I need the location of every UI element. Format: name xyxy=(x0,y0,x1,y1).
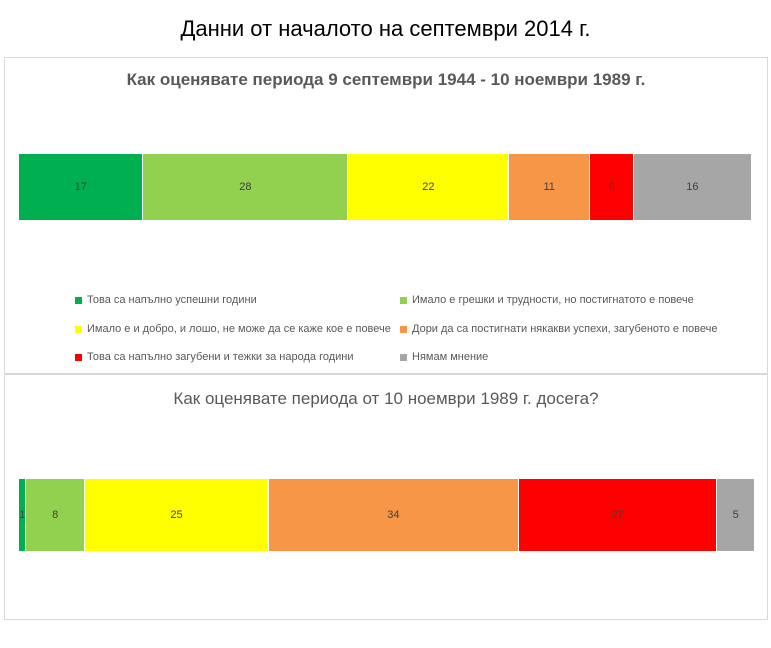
bar-segment: 8 xyxy=(26,479,86,551)
bar-segment: 11 xyxy=(509,154,590,220)
data-label: 1 xyxy=(19,509,26,521)
legend-label: Дори да са постигнати някакви успехи, за… xyxy=(412,323,718,335)
legend-label: Това са напълно загубени и тежки за наро… xyxy=(87,351,354,363)
data-label: 34 xyxy=(387,509,400,521)
page-title: Данни от началото на септември 2014 г. xyxy=(180,16,591,41)
data-label: 25 xyxy=(170,509,183,521)
legend-entry: Нямам мнение xyxy=(400,351,488,363)
stacked-bar-1944-1989: 17 28 22 11 6 16 xyxy=(19,154,751,220)
legend-swatch xyxy=(400,325,407,333)
bar-segment: 34 xyxy=(268,479,519,551)
data-label: 28 xyxy=(239,181,252,193)
bar-segment: 22 xyxy=(348,154,510,220)
chart-panel-1944-1989: Как оценявате периода 9 септември 1944 -… xyxy=(4,57,768,374)
bar-segment: 5 xyxy=(717,479,754,551)
stacked-bar-1989-now: 1 8 25 34 27 5 xyxy=(19,479,754,551)
legend-label: Имало е грешки и трудности, но постигнат… xyxy=(412,294,694,306)
data-label: 22 xyxy=(422,181,435,193)
chart-title-1989-now: Как оценявате периода от 10 ноември 1989… xyxy=(173,389,599,408)
bar-segment: 27 xyxy=(518,479,718,551)
legend-label: Имало е и добро, и лошо, не може да се к… xyxy=(87,323,391,335)
chart-panel-1989-now: Как оценявате периода от 10 ноември 1989… xyxy=(4,374,768,620)
bar-segment: 16 xyxy=(633,154,751,220)
data-label: 16 xyxy=(686,181,699,193)
data-label: 8 xyxy=(52,509,59,521)
legend-swatch xyxy=(400,353,407,361)
legend-label: Това са напълно успешни години xyxy=(87,294,257,306)
bar-segment: 17 xyxy=(19,154,144,220)
bar-segment: 28 xyxy=(143,154,349,220)
legend-swatch xyxy=(400,296,407,304)
legend-swatch xyxy=(75,296,82,304)
data-label: 5 xyxy=(732,509,739,521)
data-label: 6 xyxy=(608,181,615,193)
chart-title-1944-1989: Как оценявате периода 9 септември 1944 -… xyxy=(126,70,646,89)
legend-swatch xyxy=(75,325,82,333)
data-label: 17 xyxy=(74,181,87,193)
bar-segment: 6 xyxy=(589,154,634,220)
bar-segment: 1 xyxy=(19,479,27,551)
legend-entry: Това са напълно успешни години xyxy=(75,294,257,306)
legend-entry: Дори да са постигнати някакви успехи, за… xyxy=(400,323,717,335)
legend-entry: Имало е и добро, и лошо, не може да се к… xyxy=(75,323,391,335)
legend-entry: Имало е грешки и трудности, но постигнат… xyxy=(400,294,694,306)
bar-segment: 25 xyxy=(85,479,269,551)
legend-label: Нямам мнение xyxy=(412,351,489,363)
data-label: 27 xyxy=(611,509,624,521)
legend-swatch xyxy=(75,353,82,361)
data-label: 11 xyxy=(543,181,555,193)
legend-entry: Това са напълно загубени и тежки за наро… xyxy=(75,351,354,363)
